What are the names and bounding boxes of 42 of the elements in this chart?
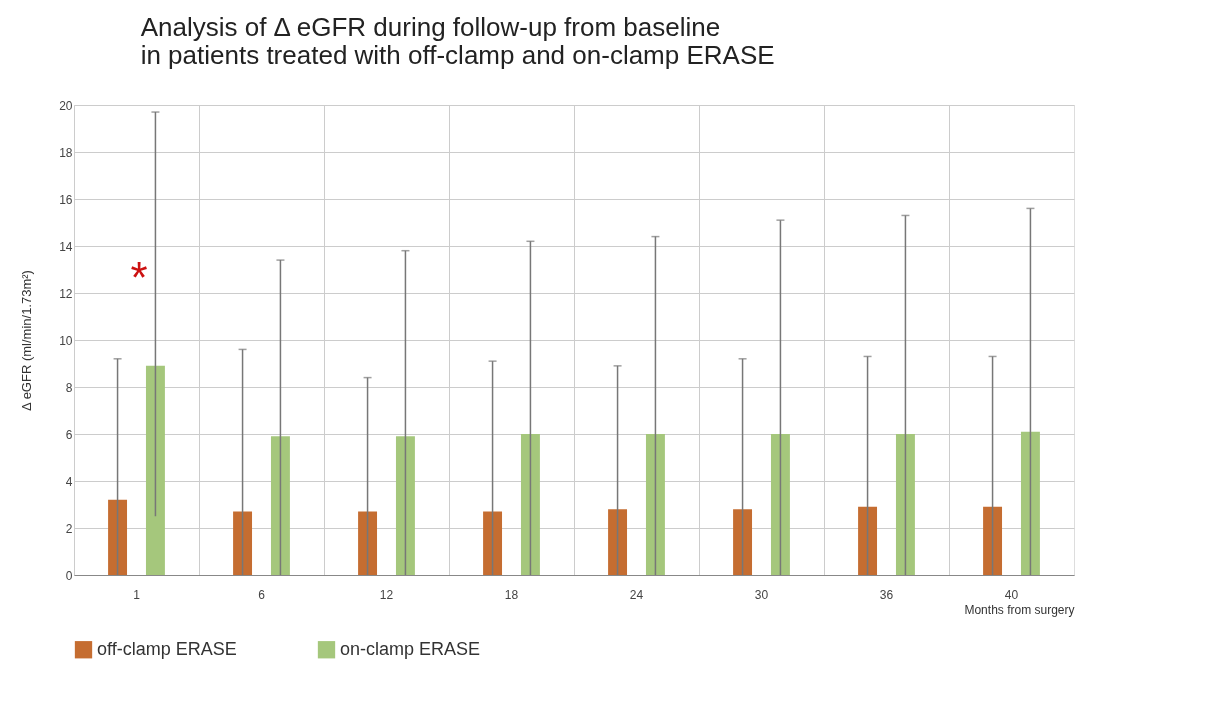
- bar: [733, 509, 753, 575]
- bar: [108, 499, 128, 575]
- legend-label: off-clamp ERASE: [97, 638, 237, 659]
- y-tick-label: 2: [65, 521, 73, 536]
- y-tick-label: 18: [59, 145, 73, 160]
- y-tick-label: 14: [59, 239, 73, 254]
- x-tick-label: 24: [629, 587, 644, 602]
- bar: [1020, 431, 1040, 575]
- x-tick-label: 18: [504, 587, 519, 602]
- x-tick-label: 40: [1004, 587, 1019, 602]
- x-tick-label: 6: [258, 587, 266, 602]
- y-tick-label: 6: [65, 427, 73, 442]
- bar: [233, 511, 253, 575]
- y-tick-label: 0: [65, 568, 73, 583]
- bar: [483, 511, 503, 575]
- text: in patients treated with off-clamp and on-clamp ERASE: [140, 40, 775, 70]
- bar: [395, 436, 415, 575]
- y-tick-label: 4: [65, 474, 73, 489]
- x-tick-label: 30: [754, 587, 769, 602]
- text: Analysis of Δ eGFR during follow-up from baseline: [140, 12, 721, 42]
- bar: [608, 509, 628, 575]
- bar: [895, 434, 915, 575]
- x-tick-label: 36: [879, 587, 894, 602]
- y-tick-label: 16: [59, 192, 73, 207]
- y-tick-label: 20: [59, 98, 73, 113]
- x-tick-label: 1: [133, 587, 141, 602]
- bar: [983, 506, 1003, 575]
- y-tick-label: 8: [65, 380, 73, 395]
- y-tick-label: 10: [59, 333, 73, 348]
- bar: [145, 365, 165, 575]
- x-axis-title: Months from surgery: [964, 602, 1075, 617]
- bar: [270, 436, 290, 575]
- x-tick-label: 12: [379, 587, 394, 602]
- bar: [770, 434, 790, 575]
- y-tick-label: 12: [59, 286, 73, 301]
- bar: [520, 434, 540, 575]
- bar: [358, 511, 378, 575]
- annotation: *: [130, 253, 148, 302]
- legend-label: on-clamp ERASE: [340, 638, 481, 659]
- bar: [645, 434, 665, 575]
- bar: [858, 506, 878, 575]
- y-axis-title: Δ eGFR (ml/min/1.73m²): [19, 270, 35, 411]
